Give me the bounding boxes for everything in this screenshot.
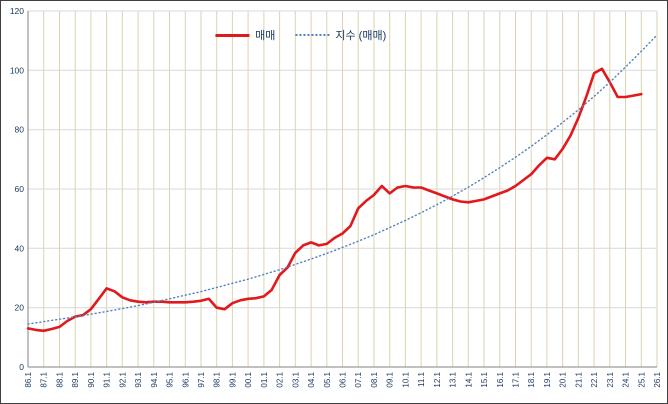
x-tick-label: 98.1 [213, 371, 222, 387]
gridlines [27, 10, 658, 368]
x-tick-label: 96.1 [181, 371, 190, 387]
x-tick-label: 94.1 [150, 371, 159, 387]
x-tick-label: 21.1 [574, 371, 583, 387]
chart-legend: 매매 지수 (매매) [215, 27, 386, 43]
x-tick-label: 89.1 [71, 371, 80, 387]
y-tick-label: 120 [10, 6, 24, 16]
x-tick-label: 90.1 [87, 371, 96, 387]
x-tick-label: 13.1 [449, 371, 458, 387]
x-tick-label: 19.1 [543, 371, 552, 387]
y-tick-label: 40 [15, 243, 25, 253]
x-tick-label: 22.1 [590, 371, 599, 387]
x-tick-label: 95.1 [166, 371, 175, 387]
y-tick-label: 100 [10, 65, 24, 75]
sale-line-swatch [215, 33, 250, 37]
x-tick-label: 08.1 [370, 371, 379, 387]
legend-label-index: 지수 (매매) [335, 30, 387, 42]
x-tick-label: 11.1 [417, 371, 426, 387]
x-tick-label: 99.1 [228, 371, 237, 387]
x-tick-label: 17.1 [512, 371, 521, 387]
x-tick-label: 87.1 [40, 371, 49, 387]
x-tick-label: 14.1 [464, 371, 473, 387]
series-line-0 [26, 67, 643, 333]
x-tick-label: 20.1 [559, 371, 568, 387]
x-tick-label: 05.1 [323, 371, 332, 387]
legend-item-sale[interactable]: 매매 [215, 27, 275, 43]
x-tick-label: 02.1 [276, 371, 285, 387]
legend-label-sale: 매매 [255, 30, 276, 42]
x-tick-label: 91.1 [103, 371, 112, 387]
series-line-1 [27, 34, 658, 325]
legend-item-index[interactable]: 지수 (매매) [295, 27, 386, 43]
x-tick-label: 09.1 [386, 371, 395, 387]
y-tick-label: 80 [15, 125, 25, 135]
x-tick-label: 86.1 [24, 371, 33, 387]
x-tick-label: 07.1 [354, 371, 363, 387]
y-tick-label: 0 [19, 362, 24, 372]
x-tick-label: 12.1 [433, 371, 442, 387]
y-axis-labels: 0 20 40 60 80 100 120 [10, 6, 24, 372]
x-tick-label: 92.1 [118, 371, 127, 387]
x-tick-label: 25.1 [637, 371, 646, 387]
x-tick-label: 03.1 [291, 371, 300, 387]
x-tick-label: 10.1 [401, 371, 410, 387]
x-tick-label: 01.1 [260, 371, 269, 387]
x-tick-label: 24.1 [622, 371, 631, 387]
x-tick-label: 97.1 [197, 371, 206, 387]
x-tick-label: 26.1 [653, 371, 662, 387]
x-tick-label: 18.1 [527, 371, 536, 387]
x-tick-label: 04.1 [307, 371, 316, 387]
x-tick-label: 00.1 [244, 371, 253, 387]
x-axis-labels: 86.1 87.1 88.1 89.1 90.1 91.1 92.1 93.1 94.1 95.1… [24, 371, 662, 387]
x-tick-label: 16.1 [496, 371, 505, 387]
index-line-swatch [295, 34, 330, 36]
y-tick-label: 20 [15, 303, 25, 313]
y-tick-label: 60 [15, 184, 25, 194]
x-tick-label: 93.1 [134, 371, 143, 387]
x-tick-label: 88.1 [56, 371, 65, 387]
x-tick-label: 15.1 [480, 371, 489, 387]
x-tick-label: 23.1 [606, 371, 615, 387]
x-tick-label: 06.1 [339, 371, 348, 387]
